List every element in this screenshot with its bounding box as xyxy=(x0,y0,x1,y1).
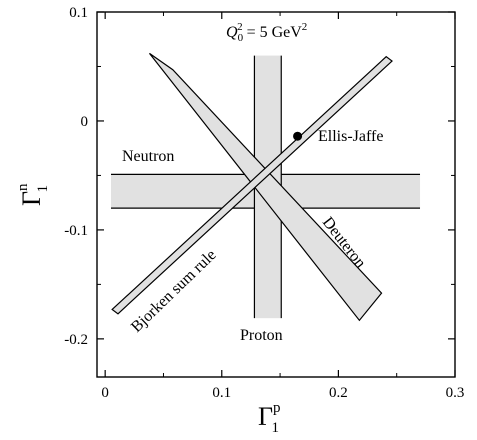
ticks-layer: 0 0.1 0.2 0.3 -0.2 -0.1 0 0.1 xyxy=(64,5,464,401)
bands-layer xyxy=(110,52,421,322)
bjorken-sum-rule-band xyxy=(111,55,393,315)
deuteron-band xyxy=(149,52,383,322)
y-tick-label: 0.1 xyxy=(69,5,88,21)
ellis-jaffe-label: Ellis-Jaffe xyxy=(318,128,383,145)
x-tick-label: 0.1 xyxy=(212,385,231,401)
chart-title: Q02 = 5 GeV2 xyxy=(226,21,307,44)
x-tick-label: 0 xyxy=(101,385,109,401)
y-tick-label: -0.2 xyxy=(64,332,88,348)
neutron-label: Neutron xyxy=(122,148,174,165)
proton-label: Proton xyxy=(240,327,283,344)
points-layer xyxy=(293,131,303,141)
x-tick-label: 0.3 xyxy=(446,385,465,401)
x-axis-title: Γp 1 xyxy=(258,400,281,436)
ellis-jaffe-point xyxy=(293,131,303,141)
x-tick-label: 0.2 xyxy=(329,385,348,401)
plot-frame xyxy=(96,11,456,378)
y-tick-label: -0.1 xyxy=(64,223,88,239)
y-axis-title: Γn 1 xyxy=(15,183,51,206)
y-tick-label: 0 xyxy=(81,114,89,130)
